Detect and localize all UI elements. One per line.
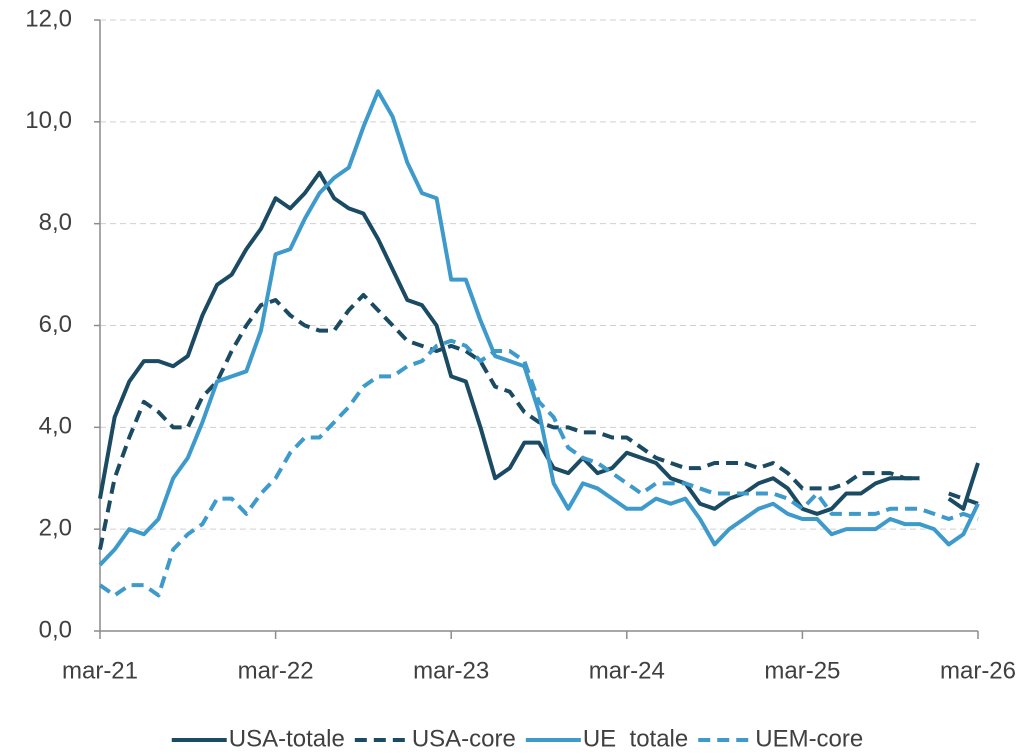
x-tick-label: mar-23	[413, 657, 489, 684]
x-tick-label: mar-24	[589, 657, 665, 684]
y-tick-label: 0,0	[39, 616, 72, 643]
series-line	[98, 170, 980, 516]
y-tick-label: 2,0	[39, 515, 72, 542]
y-tick-label: 8,0	[39, 209, 72, 236]
x-tick-label: mar-25	[764, 657, 840, 684]
legend-label: USA-totale	[229, 725, 345, 752]
legend-label: UE totale	[583, 725, 688, 752]
y-tick-label: 4,0	[39, 413, 72, 440]
series-line	[98, 338, 979, 598]
legend-label: UEM-core	[755, 725, 863, 752]
y-tick-label: 6,0	[39, 311, 72, 338]
y-tick-label: 12,0	[25, 5, 72, 32]
legend-label: USA-core	[412, 725, 516, 752]
x-tick-label: mar-22	[238, 657, 314, 684]
y-tick-label: 10,0	[25, 107, 72, 134]
series-line	[98, 89, 980, 567]
x-tick-label: mar-21	[62, 657, 138, 684]
x-tick-label: mar-26	[940, 657, 1016, 684]
series-line	[98, 292, 979, 550]
